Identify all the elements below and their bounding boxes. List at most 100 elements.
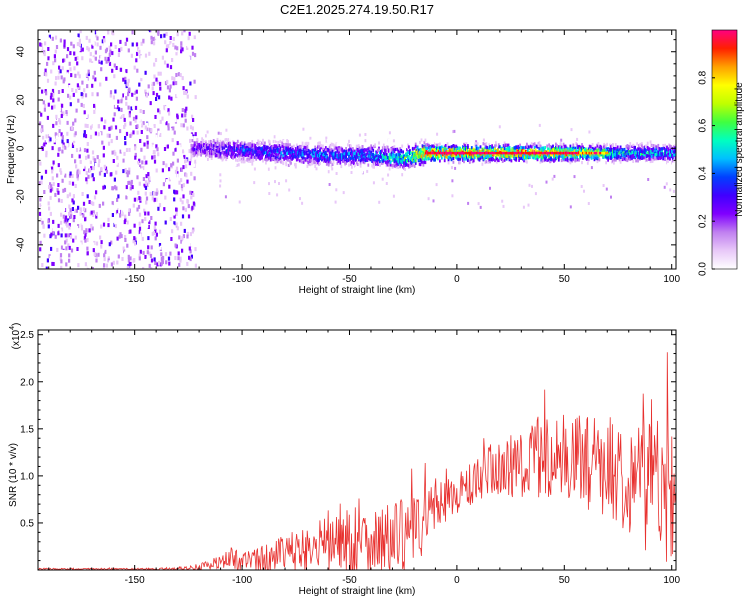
spectrogram-cell — [632, 159, 635, 163]
spectrogram-cell — [273, 158, 276, 162]
spectrogram-cell — [434, 142, 436, 146]
spectrogram-cell — [489, 157, 491, 162]
spectrogram-cell — [599, 148, 602, 152]
spectrogram-cell — [47, 224, 50, 229]
spectrogram-cell — [168, 95, 171, 100]
spectrogram-cell — [373, 154, 375, 158]
spectrogram-cell — [213, 140, 216, 144]
spectrogram-cell — [160, 256, 163, 261]
spectrogram-cell — [301, 153, 304, 157]
spectrogram-cell — [81, 192, 84, 196]
spectrogram-cell — [417, 154, 420, 159]
spectrogram-cell — [472, 159, 475, 163]
spectrogram-cell — [455, 148, 458, 152]
spectrogram-cell — [124, 263, 127, 268]
spectrogram-cell — [526, 160, 528, 164]
spectrogram-cell — [175, 211, 178, 216]
spectrogram-cell — [469, 157, 472, 161]
spectrogram-cell — [378, 200, 381, 204]
spectrogram-cell — [314, 145, 317, 149]
spectrogram-cell — [171, 76, 174, 81]
spectrogram-cell — [61, 89, 64, 93]
spectrogram-cell — [301, 141, 304, 145]
spectrogram-cell — [644, 149, 647, 153]
spectrogram-cell — [318, 141, 320, 145]
spectrogram-cell — [248, 147, 251, 152]
spectrogram-cell — [56, 188, 59, 193]
spectrogram-cell — [426, 146, 429, 150]
spectrogram-cell — [331, 162, 334, 166]
spectrogram-cell — [136, 124, 139, 129]
spectrogram-cell — [98, 34, 101, 39]
spectrogram-cell — [99, 235, 102, 240]
spectrogram-cell — [438, 153, 440, 157]
spectrogram-cell — [193, 136, 196, 140]
spectrogram-cell — [224, 195, 227, 199]
spectrogram-cell — [306, 159, 309, 163]
spectrogram-cell — [506, 152, 509, 157]
spectrogram-cell — [109, 72, 113, 77]
spectrogram-cell — [439, 146, 442, 150]
spectrogram-cell — [49, 255, 52, 260]
spectrogram-cell — [155, 232, 158, 237]
spectrogram-cell — [83, 110, 86, 115]
spectrogram-cell — [114, 144, 117, 149]
spectrogram-cell — [210, 154, 213, 158]
spectrogram-cell — [483, 152, 486, 157]
spectrogram-cell — [324, 159, 327, 163]
spectrogram-cell — [298, 149, 301, 153]
spectrogram-cell — [567, 150, 570, 154]
spectrogram-cell — [127, 48, 130, 53]
spectrogram-cell — [62, 144, 65, 149]
spectrogram-cell — [268, 153, 271, 157]
spectrogram-cell — [445, 150, 448, 154]
spectrogram-cell — [67, 222, 70, 227]
spectrogram-cell — [64, 240, 67, 245]
spectrogram-cell — [343, 151, 346, 156]
spectrogram-cell — [160, 102, 163, 107]
spectrogram-cell — [182, 234, 185, 239]
spectrogram-cell — [83, 167, 86, 172]
spectrogram-cell — [86, 240, 89, 245]
spectrogram-cell — [329, 145, 332, 149]
spectrogram-cell — [85, 213, 88, 218]
spectrogram-cell — [428, 153, 431, 157]
spectrogram-cell — [575, 153, 578, 157]
spectrogram-cell — [56, 106, 59, 110]
spectrogram-cell — [47, 47, 50, 51]
spectrogram-cell — [620, 148, 623, 152]
spectrogram-cell — [322, 144, 324, 148]
spectrogram-cell — [347, 140, 349, 145]
spectrogram-cell — [619, 150, 622, 154]
spectrogram-cell — [155, 188, 159, 193]
spectrogram-cell — [112, 126, 116, 131]
spectrogram-cell — [242, 160, 245, 164]
spectrogram-cell — [406, 159, 408, 163]
spectrogram-cell — [507, 149, 510, 153]
spectrogram-cell — [151, 72, 154, 77]
spectrogram-cell — [169, 36, 172, 40]
spectrogram-cell — [338, 156, 341, 160]
spectrogram-cell — [362, 154, 365, 158]
spectrogram-cell — [290, 156, 292, 160]
spectrogram-cell — [227, 149, 230, 153]
spectrogram-cell — [84, 262, 87, 267]
spectrogram-cell — [107, 30, 110, 35]
spectrogram-cell — [376, 150, 378, 154]
spectrogram-cell — [564, 158, 567, 162]
spectrogram-cell — [393, 149, 396, 154]
spectrogram-cell — [190, 254, 193, 259]
spectrogram-cell — [225, 152, 228, 157]
spectrogram-cell — [86, 251, 89, 256]
spectrogram-cell — [521, 156, 523, 160]
spectrogram-cell — [635, 151, 637, 155]
spectrogram-cell — [587, 147, 590, 151]
spectrogram-cell — [66, 54, 69, 59]
spectrogram-cell — [138, 212, 142, 217]
spectrogram-cell — [579, 147, 581, 151]
spectrogram-cell — [593, 158, 596, 162]
spectrogram-cell — [376, 166, 378, 170]
spectrogram-cell — [339, 148, 342, 152]
spectrogram-cell — [219, 154, 222, 158]
spectrogram-cell — [257, 143, 259, 147]
